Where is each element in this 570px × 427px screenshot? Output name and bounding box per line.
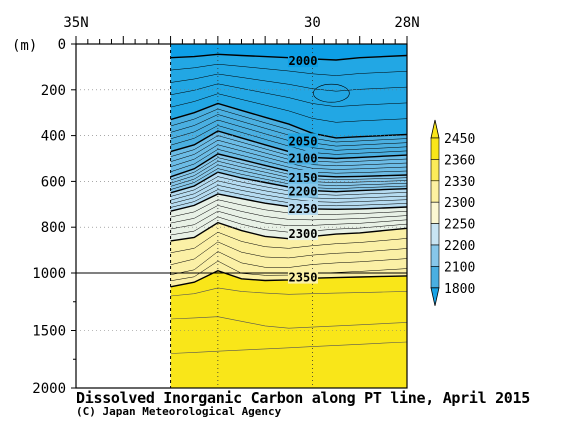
- chart-credit: (C) Japan Meteorological Agency: [76, 405, 282, 418]
- x-tick-label: 35N: [63, 15, 88, 31]
- closed-contour: [313, 83, 350, 103]
- y-tick-label: 200: [41, 83, 66, 99]
- colorbar-top-arrow: [430, 119, 440, 139]
- y-tick-label: 1000: [32, 266, 66, 282]
- minor-contour: [170, 93, 407, 123]
- contour-label: 2050: [289, 134, 318, 148]
- colorbar-label: 2300: [444, 196, 475, 211]
- colorbar-label: 2200: [444, 239, 475, 254]
- y-tick-label: 0: [58, 37, 66, 53]
- contour-label: 2100: [289, 152, 318, 166]
- contour-2050: [170, 102, 407, 139]
- contour-label-bg: [287, 226, 318, 241]
- contour-label: 2250: [289, 202, 318, 216]
- colorbar-label: 2330: [444, 175, 475, 190]
- contour-label-bg: [287, 269, 318, 284]
- y-axis-label: (m): [12, 38, 37, 54]
- colorbar-label: 2450: [444, 132, 475, 147]
- contour-label-bg: [287, 169, 318, 184]
- colorbar-label: 2100: [444, 260, 475, 275]
- colorbar-cell: [430, 180, 440, 203]
- y-tick-label: 600: [41, 174, 66, 190]
- contour-label-bg: [287, 53, 318, 68]
- contour-label: 2300: [289, 227, 318, 241]
- minor-contour: [170, 251, 407, 276]
- colorbar-label: 2250: [444, 218, 475, 233]
- y-tick-label: 400: [41, 129, 66, 145]
- x-tick-label: 28N: [394, 15, 419, 31]
- colorbar-cell: [430, 266, 440, 289]
- minor-contour: [170, 185, 407, 205]
- deep-contour: [170, 316, 407, 329]
- minor-contour: [170, 205, 407, 224]
- deep-contour: [170, 341, 407, 354]
- contour-label-bg: [287, 183, 318, 198]
- colorbar-cell: [430, 244, 440, 267]
- band-above-2050: [170, 44, 407, 138]
- contour-label-bg: [287, 150, 318, 165]
- minor-contour: [170, 149, 407, 174]
- minor-contour: [170, 241, 407, 266]
- chart-title: Dissolved Inorganic Carbon along PT line…: [76, 389, 531, 407]
- minor-contour: [170, 231, 407, 254]
- contour-label-bg: [287, 133, 318, 148]
- band-above-2000: [170, 44, 407, 60]
- deep-contour: [170, 287, 407, 297]
- y-tick-label: 1500: [32, 324, 66, 340]
- y-tick-label: 2000: [32, 381, 66, 397]
- colorbar-label: 1800: [444, 282, 475, 297]
- colorbar-cell: [430, 223, 440, 246]
- minor-contour: [170, 108, 407, 143]
- colorbar-cell: [430, 137, 440, 160]
- contour-label: 2000: [289, 54, 318, 68]
- x-tick-label: 30: [304, 15, 321, 31]
- minor-contour: [170, 83, 407, 107]
- colorbar-label: 2360: [444, 153, 475, 168]
- colorbar-cell: [430, 201, 440, 224]
- minor-contour: [170, 210, 407, 230]
- contour-label-bg: [287, 200, 318, 215]
- minor-contour: [170, 73, 407, 92]
- colorbar-bottom-arrow: [430, 287, 440, 306]
- minor-contour: [170, 63, 407, 76]
- contour-label: 2350: [289, 271, 318, 285]
- colorbar-cell: [430, 159, 440, 182]
- contour-label: 2200: [289, 185, 318, 199]
- contour-label: 2150: [289, 171, 318, 185]
- y-tick-label: 800: [41, 220, 66, 236]
